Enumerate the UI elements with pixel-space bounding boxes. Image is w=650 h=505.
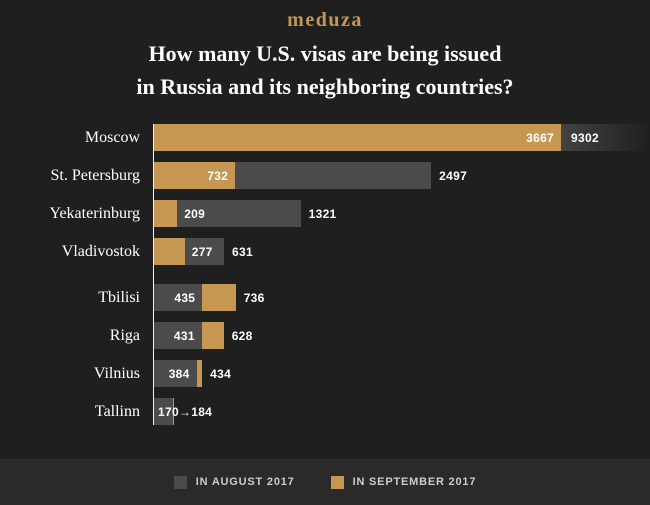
value-label-august: 9302 [571,130,599,145]
city-label: St. Petersburg [50,166,140,184]
meduza-logo: meduza [287,9,363,31]
legend-item-august: IN AUGUST 2017 [173,475,295,489]
chart-row: Vladivostok 277 631 [0,238,650,265]
chart-row: Riga 431 628 [0,322,650,349]
city-label: Riga [109,326,140,344]
row-bars: 384 434 [154,360,650,387]
value-label-september: 3667 [526,130,555,145]
row-bars: 431 628 [154,322,650,349]
value-label-august: 631 [232,244,253,259]
chart-row: St. Petersburg 732 2497 [0,162,650,189]
bar-chart: Moscow 3667 9302 St. Petersburg 732 2497 Yekat… [0,124,650,425]
value-label-august: 1321 [308,206,337,221]
value-label-september: 434 [210,366,232,381]
row-bars: 435 736 [154,284,650,311]
value-label-september: 732 [207,168,229,183]
value-label-september: 736 [243,290,265,305]
chart-group: Moscow 3667 9302 St. Petersburg 732 2497 Yekat… [0,124,650,265]
bar-august [154,200,301,227]
chart-title-line2: in Russia and its neighboring countries? [136,74,514,99]
legend: IN AUGUST 2017 IN SEPTEMBER 2017 [0,459,650,505]
row-bars: 732 2497 [154,162,650,189]
bar-august [154,398,173,425]
chart-title-line1: How many U.S. visas are being issued [148,41,502,66]
city-label: Tallinn [94,402,140,420]
chart-row: Yekaterinburg 209 1321 [0,200,650,227]
legend-label-september: IN SEPTEMBER 2017 [352,476,477,488]
city-label: Yekaterinburg [49,204,140,222]
august-swatch-icon [173,475,187,489]
row-bars: 3667 9302 [154,124,650,151]
chart-row: Tbilisi 435 736 [0,284,650,311]
value-label-august: 384 [168,366,190,381]
chart-row: Tallinn 170→184 [0,398,650,425]
bar-september [154,238,185,265]
chart-row: Vilnius 384 434 [0,360,650,387]
value-label-september: 209 [184,206,206,221]
bar-september [154,162,236,189]
city-label: Vladivostok [61,242,140,260]
axis-line [153,124,154,425]
value-label-september: 628 [231,328,253,343]
value-label-august: 431 [173,328,195,343]
legend-label-august: IN AUGUST 2017 [195,476,295,488]
row-bars: 277 631 [154,238,650,265]
bar-september [154,200,178,227]
september-swatch-icon [330,475,344,489]
legend-item-september: IN SEPTEMBER 2017 [330,475,477,489]
bar-august [154,322,202,349]
value-label-august: 435 [174,290,196,305]
chart-title: How many U.S. visas are being issued in … [0,37,650,103]
row-bars: 209 1321 [154,200,650,227]
city-label: Moscow [84,128,140,146]
bar-august [154,284,203,311]
bar-august [154,360,197,387]
row-bars: 170→184 [154,398,650,425]
chart-row: Moscow 3667 9302 [0,124,650,151]
value-label-combined: 170→184 [158,404,213,419]
value-label-september: 277 [191,244,213,259]
bar-september [154,124,562,151]
city-label: Tbilisi [98,288,140,306]
value-label-august: 2497 [439,168,468,183]
chart-group: Tbilisi 435 736 Riga 431 628 Vilnius 384 434 Tall… [0,284,650,425]
city-label: Vilnius [93,364,140,382]
